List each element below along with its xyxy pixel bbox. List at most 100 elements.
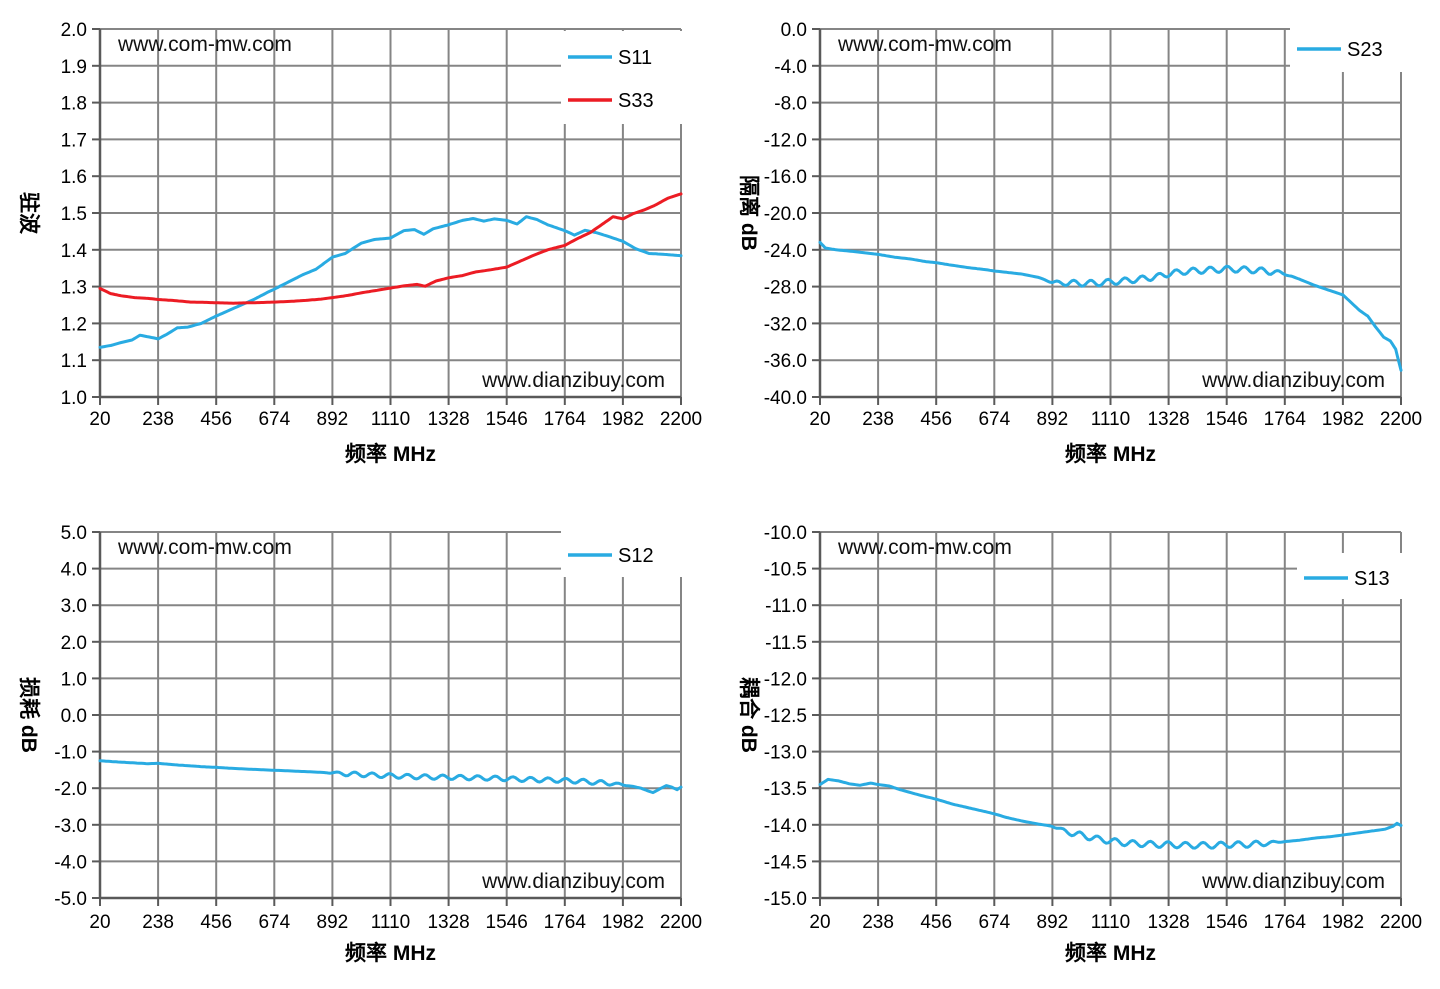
legend-label-S13: S13 (1354, 568, 1390, 590)
y-tick-label: 0.0 (61, 706, 87, 727)
x-tick-label: 674 (978, 409, 1010, 430)
y-tick-label: 1.1 (61, 351, 87, 372)
chart-svg-loss: 5.0 4.0 3.0 2.0 1.0 0.0 -1.0 -2.0 -3.0 -4.0 -5.020… (17, 523, 702, 965)
series-line-S13 (818, 777, 1403, 850)
y-axis-title: 隔离 dB (737, 175, 761, 251)
x-tick-label: 1328 (1147, 912, 1189, 933)
y-axis-title: 驻波 (17, 192, 41, 235)
y-tick-label: -3.0 (54, 816, 87, 837)
watermark-top-left: www.com-mw.com (117, 33, 292, 56)
watermark-top-left: www.com-mw.com (837, 33, 1012, 56)
x-tick-label: 2200 (1380, 912, 1422, 933)
y-tick-label: -28.0 (764, 278, 807, 299)
x-tick-label: 456 (920, 912, 952, 933)
watermark-bottom-right: www.dianzibuy.com (1201, 870, 1385, 893)
y-tick-label: 1.3 (61, 278, 87, 299)
x-tick-label: 892 (317, 409, 349, 430)
watermark-bottom-right: www.dianzibuy.com (481, 870, 665, 893)
x-tick-label: 674 (258, 912, 290, 933)
y-tick-label: -13.0 (764, 743, 807, 764)
x-tick-label: 1982 (1322, 912, 1364, 933)
x-tick-label: 892 (1037, 409, 1069, 430)
x-tick-label: 674 (258, 409, 290, 430)
y-tick-label: 5.0 (61, 523, 87, 544)
y-tick-label: -16.0 (764, 167, 807, 188)
y-tick-label: -4.0 (774, 57, 807, 78)
watermark-top-left: www.com-mw.com (117, 536, 292, 559)
y-axis-title: 耦合 dB (737, 677, 761, 753)
watermark-top-left: www.com-mw.com (837, 536, 1012, 559)
x-axis-title: 频率 MHz (345, 442, 436, 466)
x-tick-label: 1546 (1206, 912, 1248, 933)
y-tick-label: 1.4 (61, 241, 88, 262)
x-tick-label: 1328 (1147, 409, 1189, 430)
x-tick-label: 2200 (660, 409, 702, 430)
chart-svg-isolation: 0.0 -4.0 -8.0 -12.0 -16.0 -20.0 -24.0 -28.0 -32.… (737, 20, 1435, 466)
x-tick-label: 1764 (544, 912, 587, 933)
y-tick-label: 1.0 (61, 388, 87, 409)
y-tick-label: -40.0 (764, 388, 807, 409)
x-tick-label: 1110 (1091, 409, 1130, 430)
y-tick-label: -1.0 (54, 743, 87, 764)
y-tick-label: -4.0 (54, 852, 87, 873)
legend-box (1297, 553, 1435, 599)
x-tick-label: 1110 (371, 912, 410, 933)
y-tick-label: -5.0 (54, 889, 87, 910)
y-tick-label: -12.0 (764, 669, 807, 690)
x-tick-label: 1764 (544, 409, 587, 430)
x-axis-title: 频率 MHz (1065, 941, 1156, 965)
x-tick-label: 1764 (1264, 409, 1307, 430)
y-tick-label: -20.0 (764, 204, 807, 225)
x-tick-label: 2200 (660, 912, 702, 933)
x-tick-label: 1110 (371, 409, 410, 430)
x-axis-title: 频率 MHz (1065, 442, 1156, 466)
x-tick-label: 238 (862, 912, 894, 933)
chart-svg-coupling: -10.0 -10.5 -11.0 -11.5 -12.0 -12.5 -13.0 -13.5… (737, 523, 1435, 965)
x-tick-label: 20 (809, 912, 830, 933)
y-tick-label: 4.0 (61, 560, 87, 581)
y-tick-label: -10.0 (764, 523, 807, 544)
series-line-S12 (98, 759, 683, 795)
y-tick-label: -2.0 (54, 779, 87, 800)
x-tick-label: 20 (89, 409, 110, 430)
x-tick-label: 1546 (486, 912, 528, 933)
y-tick-label: 2.0 (61, 633, 87, 654)
watermark-bottom-right: www.dianzibuy.com (1201, 369, 1385, 392)
series-line-S11 (98, 215, 683, 349)
legend-label-S11: S11 (618, 47, 652, 69)
y-tick-label: 1.6 (61, 167, 87, 188)
x-tick-label: 1328 (427, 409, 469, 430)
x-tick-label: 238 (862, 409, 894, 430)
y-tick-label: -11.5 (765, 633, 807, 654)
x-tick-label: 674 (978, 912, 1010, 933)
y-tick-label: -12.5 (764, 706, 807, 727)
x-tick-label: 456 (920, 409, 952, 430)
x-tick-label: 1546 (486, 409, 528, 430)
y-tick-label: 3.0 (61, 596, 87, 617)
x-tick-label: 238 (142, 912, 174, 933)
y-tick-label: -13.5 (764, 779, 807, 800)
y-tick-label: 1.9 (61, 57, 87, 78)
legend-label-S33: S33 (618, 90, 654, 112)
chart-vswr: 2.0 1.9 1.8 1.7 1.6 1.5 1.4 1.3 1.2 1.1 1.0 20 238 45… (0, 0, 720, 492)
legend-label-S12: S12 (618, 545, 654, 567)
y-tick-label: -11.0 (765, 596, 807, 617)
x-tick-label: 1110 (1091, 912, 1130, 933)
y-tick-label: 1.0 (61, 669, 87, 690)
x-tick-label: 1764 (1264, 912, 1307, 933)
x-tick-label: 892 (1037, 912, 1069, 933)
x-tick-label: 892 (317, 912, 349, 933)
y-tick-label: -8.0 (774, 94, 807, 115)
chart-loss: 5.0 4.0 3.0 2.0 1.0 0.0 -1.0 -2.0 -3.0 -4.0 -5.0 20… (0, 492, 720, 984)
y-tick-label: 1.2 (61, 314, 87, 335)
series-line-S23 (818, 240, 1403, 372)
y-tick-label: 1.7 (61, 130, 87, 151)
y-tick-label: -32.0 (764, 314, 807, 335)
x-tick-label: 1982 (602, 912, 644, 933)
chart-svg-vswr: 2.0 1.9 1.8 1.7 1.6 1.5 1.4 1.3 1.2 1.1 1.020 238 45… (17, 20, 702, 466)
x-axis-title: 频率 MHz (345, 941, 436, 965)
y-tick-label: -36.0 (764, 351, 807, 372)
y-tick-label: -14.0 (764, 816, 807, 837)
legend-label-S23: S23 (1347, 39, 1383, 61)
